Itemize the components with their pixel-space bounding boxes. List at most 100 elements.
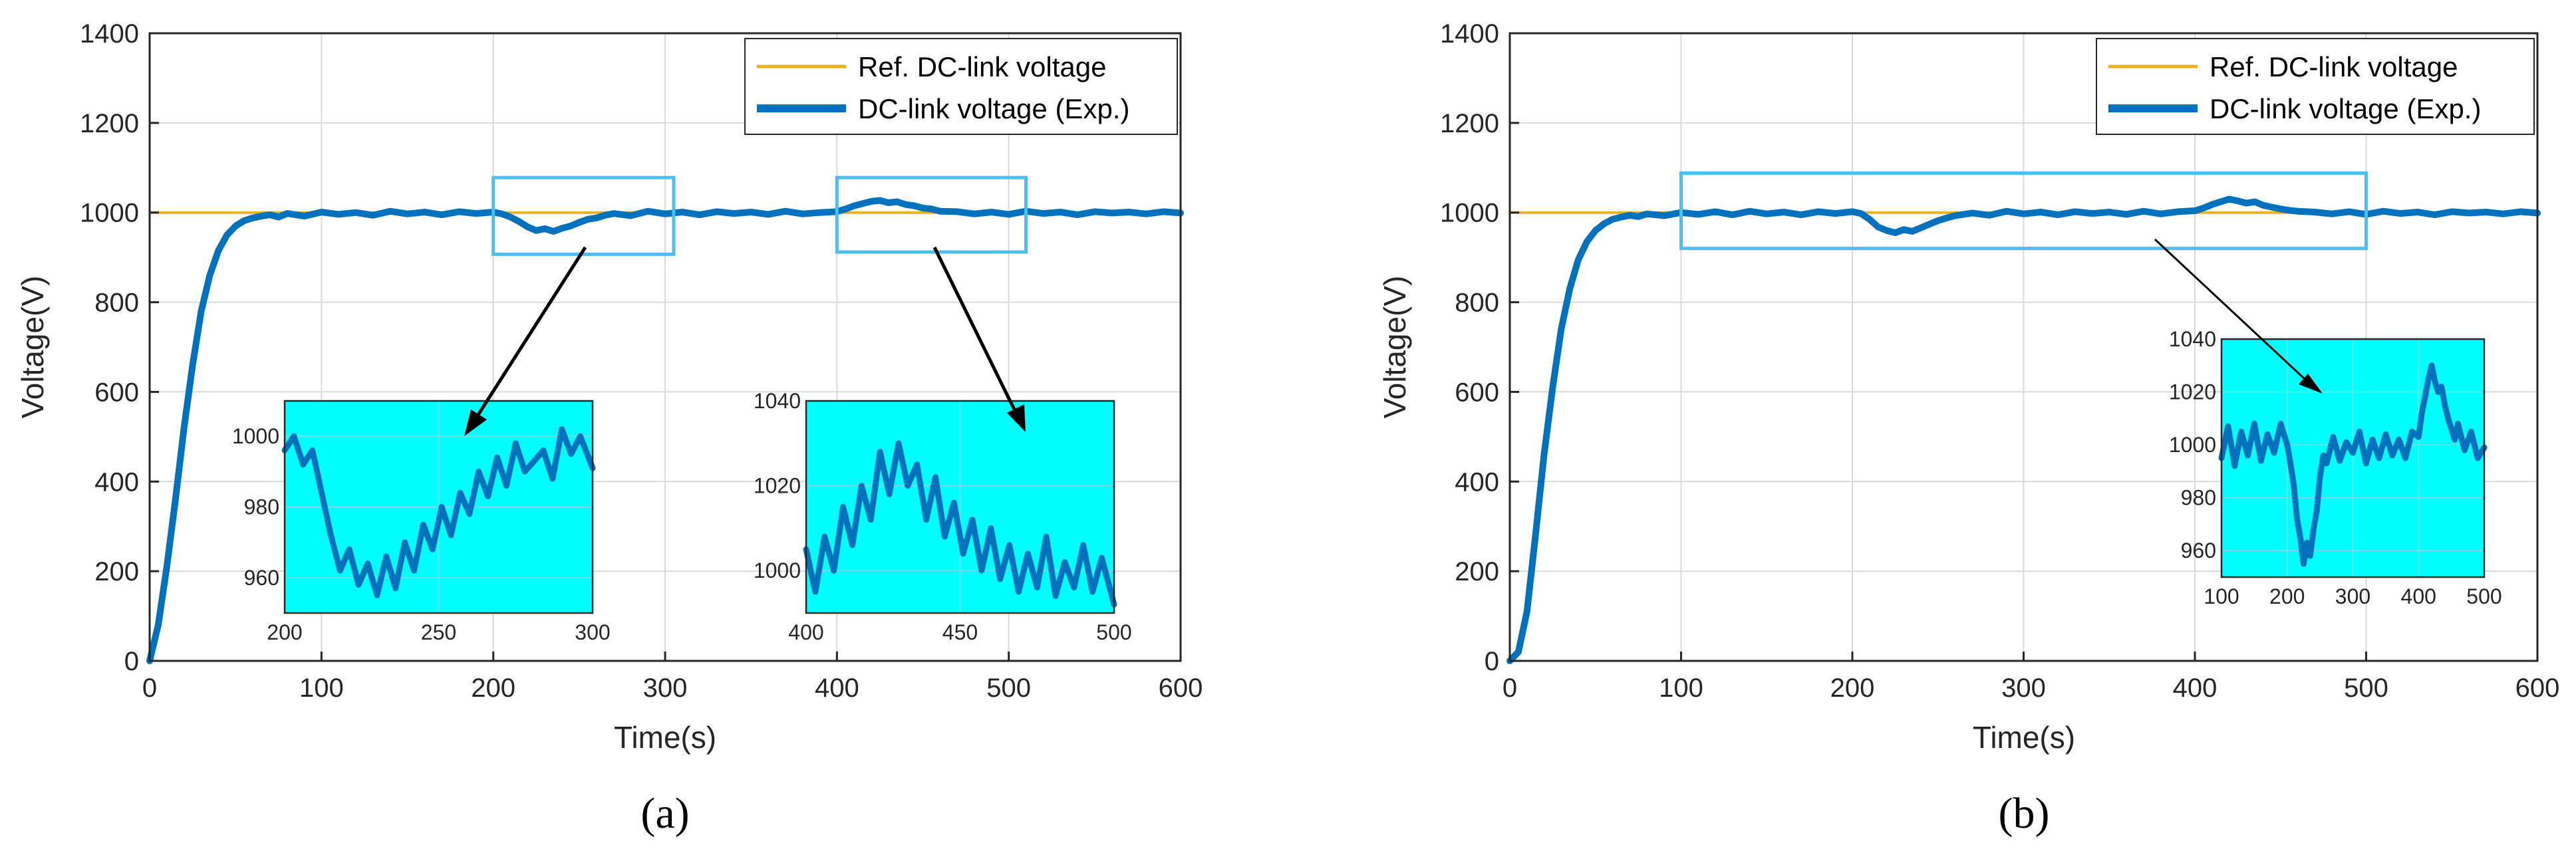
chart-a-legend: Ref. DC-link voltage DC-link voltage (Ex… bbox=[744, 38, 1178, 135]
chart-a-zoom-arrow-2-head bbox=[1007, 404, 1026, 432]
chart-a-zoom-arrow-1-head bbox=[464, 410, 487, 436]
chart-b-zoom-box-1 bbox=[1679, 171, 2368, 251]
chart-b-y-tick-labels: 0 200 400 600 800 1000 1200 1400 bbox=[1440, 19, 1499, 676]
chart-b-x-tick-label: 600 bbox=[2515, 674, 2560, 703]
chart-b-x-tick-label: 300 bbox=[2001, 674, 2046, 703]
chart-a-inset-1: 200 250 300 960 980 1000 bbox=[232, 400, 611, 644]
chart-b-series-measured-line bbox=[1506, 195, 2541, 664]
chart-a-inset-1-y-tick-label: 1000 bbox=[232, 424, 279, 448]
chart-a-inset-1-ticks: 200 250 300 960 980 1000 bbox=[232, 424, 611, 644]
chart-b-inset-1-ticks: 100 200 300 400 500 960 980 1000 1020 1040 bbox=[2169, 327, 2502, 608]
chart-a-tick-marks bbox=[148, 32, 1182, 662]
chart-a-inset-1-y-tick-label: 960 bbox=[244, 566, 279, 590]
chart-b-y-tick-label: 1200 bbox=[1440, 109, 1499, 138]
chart-b-inset-1-box bbox=[2220, 338, 2486, 578]
chart-a: 0 100 200 300 400 500 600 0 200 400 600 800 1000 120… bbox=[15, 19, 1203, 838]
chart-a-inset-2: 400 450 500 1000 1020 1040 bbox=[754, 389, 1132, 644]
chart-a-x-tick-label: 0 bbox=[142, 674, 157, 703]
chart-b-zoom-arrow-1-shaft bbox=[2154, 238, 2306, 380]
chart-b-legend-label-measured: DC-link voltage (Exp.) bbox=[2210, 93, 2481, 124]
chart-a-inset-2-box bbox=[805, 400, 1115, 614]
chart-a-y-tick-label: 1400 bbox=[80, 19, 139, 49]
chart-b-inset-1-y-tick-label: 1000 bbox=[2169, 433, 2216, 457]
chart-a-inset-2-y-tick-label: 1000 bbox=[754, 558, 801, 582]
chart-a-zoom-arrow-1-shaft bbox=[474, 246, 587, 420]
chart-b-inset-1: 100 200 300 400 500 960 980 1000 1020 1040 bbox=[2169, 327, 2502, 608]
chart-a-inset-1-x-tick-label: 300 bbox=[575, 620, 610, 644]
chart-b-legend-box bbox=[2096, 38, 2535, 135]
chart-b-legend: Ref. DC-link voltage DC-link voltage (Ex… bbox=[2096, 38, 2535, 135]
chart-a-inset-2-series-line bbox=[803, 440, 1117, 608]
chart-b: 0 100 200 300 400 500 600 0 200 400 600 800 1000 120… bbox=[1377, 19, 2559, 838]
chart-b-y-tick-label: 600 bbox=[1455, 378, 1499, 407]
chart-a-inset-2-x-tick-label: 400 bbox=[788, 620, 823, 644]
chart-b-y-tick-label: 1400 bbox=[1440, 19, 1499, 49]
chart-a-inset-2-series bbox=[803, 440, 1117, 608]
chart-a-legend-box bbox=[744, 38, 1178, 135]
chart-b-inset-1-x-tick-label: 200 bbox=[2269, 584, 2305, 608]
chart-b-inset-1-y-tick-label: 1020 bbox=[2169, 380, 2216, 404]
chart-a-x-tick-label: 300 bbox=[643, 674, 688, 703]
chart-a-y-tick-label: 1200 bbox=[80, 109, 139, 138]
chart-b-x-tick-label: 100 bbox=[1659, 674, 1703, 703]
chart-a-x-tick-label: 600 bbox=[1159, 674, 1203, 703]
chart-a-x-tick-label: 100 bbox=[299, 674, 344, 703]
chart-a-inset-2-y-tick-label: 1040 bbox=[754, 389, 801, 413]
chart-a-y-tick-label: 600 bbox=[94, 378, 139, 407]
chart-a-x-tick-label: 500 bbox=[986, 674, 1031, 703]
chart-a-y-tick-label: 400 bbox=[94, 467, 139, 497]
chart-a-x-tick-labels: 0 100 200 300 400 500 600 bbox=[142, 674, 1203, 703]
chart-b-inset-1-x-tick-label: 300 bbox=[2335, 584, 2370, 608]
chart-a-y-tick-labels: 0 200 400 600 800 1000 1200 1400 bbox=[80, 19, 139, 676]
chart-b-y-tick-label: 400 bbox=[1455, 467, 1499, 497]
chart-b-y-axis-title: Voltage(V) bbox=[1377, 276, 1412, 419]
chart-b-inset-1-x-tick-label: 400 bbox=[2401, 584, 2436, 608]
chart-a-y-axis-title: Voltage(V) bbox=[15, 276, 50, 419]
chart-a-zoom-arrow-2-shaft bbox=[932, 246, 1018, 415]
chart-b-x-tick-labels: 0 100 200 300 400 500 600 bbox=[1503, 674, 2560, 703]
chart-a-zoom-box-1 bbox=[492, 176, 676, 256]
chart-a-inset-1-series-line bbox=[281, 426, 596, 598]
chart-a-y-tick-label: 0 bbox=[124, 647, 139, 676]
chart-a-y-tick-label: 1000 bbox=[80, 199, 139, 228]
chart-b-inset-1-series-line bbox=[2218, 362, 2488, 567]
chart-a-inset-2-ticks: 400 450 500 1000 1020 1040 bbox=[754, 389, 1132, 644]
chart-a-zoom-box-2 bbox=[835, 176, 1028, 254]
chart-a-panel-label: (a) bbox=[641, 789, 689, 838]
chart-b-x-tick-label: 200 bbox=[1830, 674, 1875, 703]
chart-b-zoom-arrows bbox=[2154, 238, 2323, 394]
chart-b-y-tick-label: 800 bbox=[1455, 289, 1499, 318]
chart-b-y-tick-label: 0 bbox=[1485, 647, 1499, 676]
chart-b-panel-label: (b) bbox=[1999, 789, 2050, 838]
chart-b-y-tick-label: 1000 bbox=[1440, 199, 1499, 228]
chart-a-x-axis-title: Time(s) bbox=[614, 720, 716, 755]
chart-b-inset-1-series bbox=[2218, 362, 2488, 567]
chart-a-zoom-arrows bbox=[464, 246, 1026, 436]
chart-a-legend-label-reference: Ref. DC-link voltage bbox=[858, 51, 1106, 82]
chart-b-y-tick-label: 200 bbox=[1455, 557, 1499, 586]
chart-a-inset-1-x-tick-label: 200 bbox=[267, 620, 302, 644]
chart-b-inset-1-x-tick-label: 500 bbox=[2466, 584, 2502, 608]
chart-a-x-tick-label: 400 bbox=[815, 674, 859, 703]
chart-a-inset-1-y-tick-label: 980 bbox=[244, 495, 279, 519]
chart-a-inset-2-x-tick-label: 500 bbox=[1096, 620, 1131, 644]
chart-b-inset-1-y-tick-label: 1040 bbox=[2169, 327, 2216, 351]
chart-a-inset-2-y-tick-label: 1020 bbox=[754, 474, 801, 498]
chart-b-legend-label-reference: Ref. DC-link voltage bbox=[2210, 51, 2458, 82]
chart-a-y-tick-label: 200 bbox=[94, 557, 139, 586]
chart-a-inset-2-x-tick-label: 450 bbox=[942, 620, 978, 644]
chart-a-series-layer bbox=[146, 197, 1184, 664]
chart-a-legend-label-measured: DC-link voltage (Exp.) bbox=[858, 93, 1129, 124]
chart-a-inset-1-box bbox=[283, 400, 594, 614]
chart-a-y-tick-label: 800 bbox=[94, 289, 139, 318]
chart-b-tick-marks bbox=[1508, 32, 2539, 662]
chart-a-zoom-layer bbox=[492, 176, 1028, 256]
chart-b-inset-1-y-tick-label: 980 bbox=[2181, 486, 2216, 510]
chart-b-x-tick-label: 500 bbox=[2344, 674, 2388, 703]
chart-a-inset-1-x-tick-label: 250 bbox=[421, 620, 456, 644]
chart-a-x-tick-label: 200 bbox=[471, 674, 515, 703]
chart-b-inset-1-x-tick-label: 100 bbox=[2204, 584, 2239, 608]
chart-a-series-measured-line bbox=[146, 197, 1184, 664]
chart-b-zoom-layer bbox=[1679, 171, 2368, 251]
